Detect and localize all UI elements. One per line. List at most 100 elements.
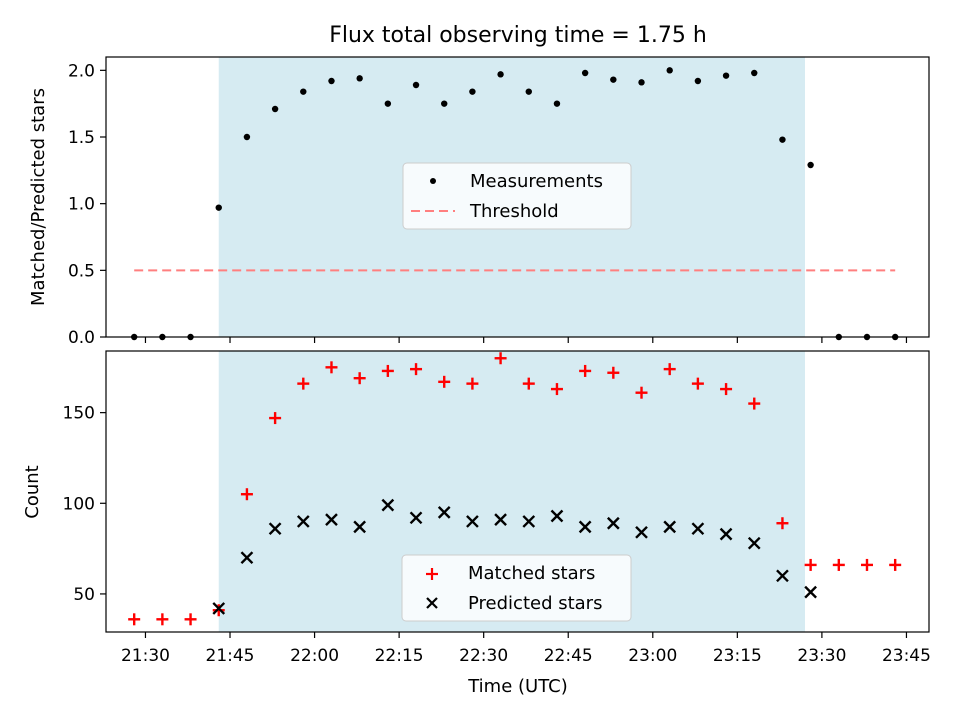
legend-measurements-label: Measurements [470,171,603,192]
matched-star-point [748,397,761,410]
measurement-points [130,67,899,341]
measurement-point [384,100,392,107]
matched-star-point [184,613,197,626]
matched-star-point [494,352,507,365]
predicted-star-point [240,551,254,565]
measurement-point [610,76,617,83]
matched-star-point [240,488,253,501]
x-tick-label: 23:45 [882,646,931,666]
legend-matched-marker [426,568,438,580]
predicted-star-point [212,602,226,615]
predicted-star-point [550,509,564,523]
predicted-star-point [466,515,479,528]
x-tick-label: 21:30 [121,646,170,666]
x-axis-label: Time (UTC) [467,676,568,697]
predicted-star-point [381,498,395,512]
legend-threshold-label: Threshold [469,201,559,222]
top-x-ticks [144,337,908,343]
y-tick-label: 50 [73,585,95,605]
y-tick-label: 150 [63,404,95,424]
bottom-y-ticks: 50 100 150 [63,404,106,605]
matched-star-point [832,558,845,571]
measurement-point [581,69,589,77]
measurement-point [300,88,307,95]
bottom-y-axis-label: Count [22,465,43,518]
measurement-point [271,105,279,113]
predicted-star-point [268,522,282,536]
matched-star-point [860,558,873,571]
measurement-point [328,77,335,85]
predicted-star-point [804,585,817,599]
measurement-point [243,133,251,141]
matched-star-point [438,375,451,388]
x-tick-label: 23:30 [797,646,846,666]
matched-star-point [720,383,733,396]
predicted-stars-points [212,498,817,615]
matched-star-point [663,363,676,376]
matched-star-point [579,364,592,377]
top-y-axis-label: Matched/Predicted stars [28,88,49,306]
measurement-point [215,204,222,211]
x-tick-label: 23:00 [628,646,677,666]
measurement-point [666,67,673,74]
matched-star-point [212,604,225,617]
measurement-point [497,71,504,78]
matched-star-point [635,386,648,399]
predicted-star-point [409,511,423,525]
measurement-point [779,136,786,143]
measurement-point [412,81,420,89]
top-y-ticks: 0.0 0.5 1.0 1.5 2.0 [68,61,106,348]
matched-star-point [381,364,394,377]
matched-star-point [325,361,338,374]
matched-star-point [410,363,423,376]
matched-star-point [607,366,620,379]
y-tick-label: 0.0 [68,328,95,348]
y-tick-label: 100 [63,494,95,514]
legend-matched-label: Matched stars [468,563,595,584]
x-tick-label: 22:00 [290,646,339,666]
bottom-plot-frame [105,350,930,633]
predicted-star-point [353,520,367,534]
predicted-star-point [578,520,592,534]
predicted-star-point [663,520,677,534]
measurement-point [441,100,448,107]
predicted-star-point [691,522,705,536]
measurement-point [694,77,702,85]
matched-star-point [691,377,704,390]
measurement-point [553,100,561,107]
matched-star-point [466,377,479,390]
y-tick-label: 1.5 [68,128,95,148]
measurement-point [807,161,814,169]
y-tick-label: 2.0 [68,61,95,81]
measurement-point [525,88,532,95]
matched-stars-points [128,352,902,626]
x-tick-label: 21:45 [206,646,255,666]
y-tick-label: 1.0 [68,195,95,215]
predicted-star-point [325,513,338,526]
measurement-point [469,88,476,95]
predicted-star-point [776,569,789,583]
matched-star-point [297,377,310,390]
predicted-star-point [296,515,310,528]
top-legend: Measurements Threshold [402,162,632,230]
matched-star-point [804,558,817,571]
legend-predicted-label: Predicted stars [468,593,602,614]
legend-predicted-marker [426,597,438,609]
top-panel: 0.0 0.5 1.0 1.5 2.0 Flux total observing tim… [28,23,930,348]
matched-star-point [353,372,366,385]
x-tick-label: 22:45 [544,646,593,666]
measurement-point [722,72,730,79]
matched-star-point [889,558,902,571]
measurement-point [638,79,645,86]
legend-measurements-marker [430,178,436,184]
predicted-star-point [606,516,620,530]
measurement-point [356,75,363,82]
matched-star-point [128,613,141,626]
predicted-star-point [437,505,451,519]
bottom-legend: Matched stars Predicted stars [401,554,632,622]
matched-star-point [776,517,789,530]
bottom-x-ticks: 21:30 21:45 22:00 22:15 22:30 22:45 23:00 23:15… [121,632,931,666]
matched-star-point [522,377,535,390]
